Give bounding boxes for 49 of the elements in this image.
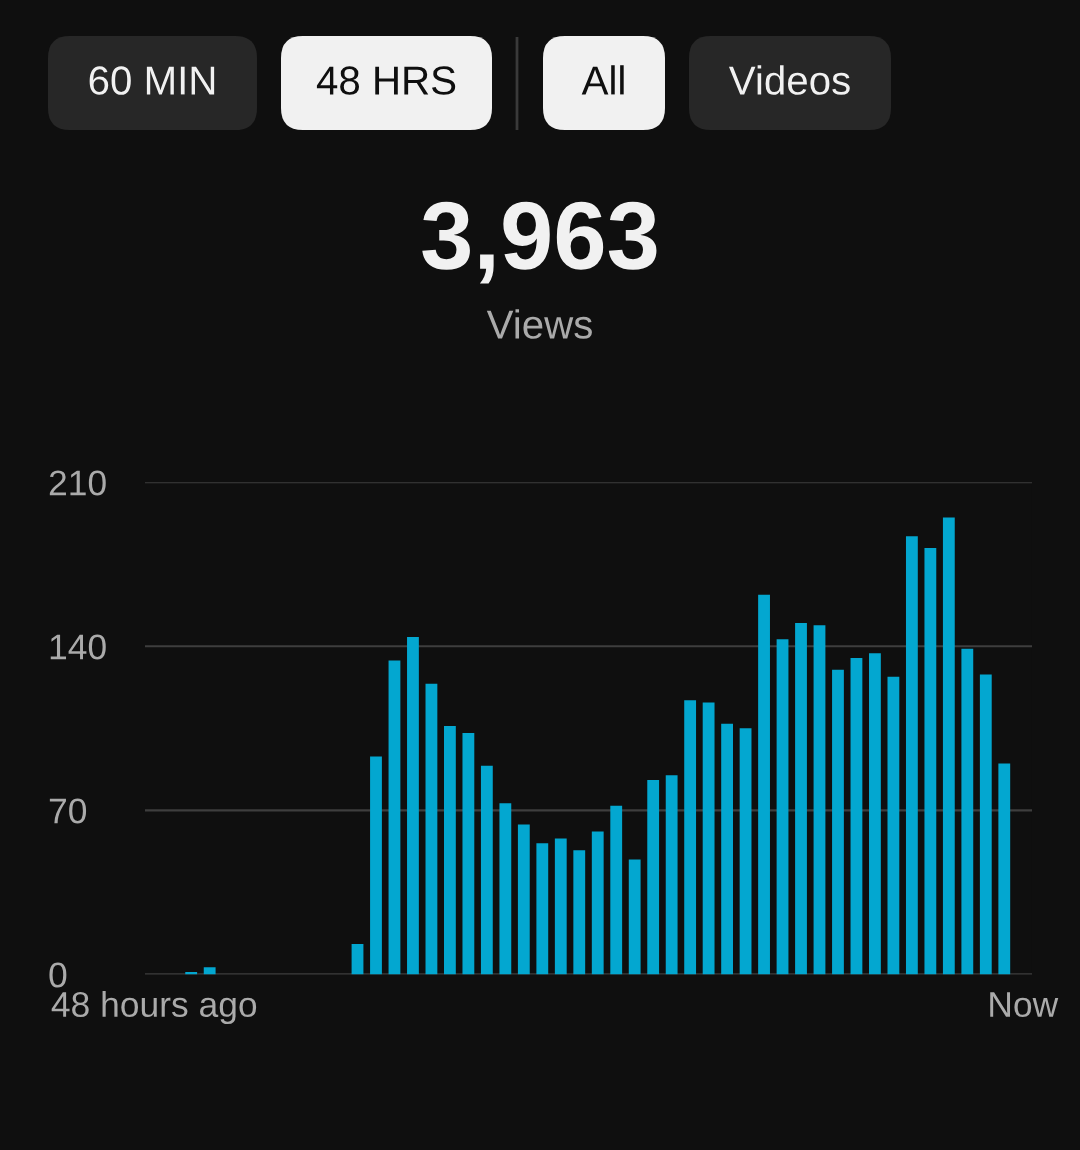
bar (813, 625, 826, 975)
bar (573, 850, 586, 975)
y-tick-label: 140 (50, 634, 106, 660)
bar (203, 967, 216, 975)
bar (425, 683, 438, 975)
bar (480, 765, 493, 975)
bar (351, 943, 364, 975)
x-tick-label: 48 hours ago (51, 991, 257, 1025)
bar (370, 756, 382, 975)
chart-title: 3,963 (422, 201, 657, 284)
bar (869, 653, 881, 975)
y-tick-label: 0 (49, 962, 67, 988)
text: All (581, 65, 624, 95)
bar (979, 674, 992, 975)
bar (665, 775, 678, 975)
bar (942, 517, 955, 975)
bar (776, 639, 789, 975)
bar (721, 723, 734, 975)
bar (887, 676, 900, 975)
text: Videos (728, 65, 850, 95)
bar (499, 803, 512, 975)
bar (536, 843, 549, 975)
bar (850, 658, 863, 975)
bar (702, 702, 715, 975)
bar (832, 669, 844, 975)
y-tick-label: 210 (49, 470, 106, 496)
bar (443, 726, 456, 975)
bar (647, 779, 660, 975)
text: 60 MIN (89, 66, 215, 95)
bar (739, 728, 752, 975)
bar (961, 648, 974, 975)
bar (610, 805, 623, 975)
bar (998, 763, 1011, 975)
bar (905, 536, 918, 975)
bar (591, 831, 604, 975)
bar (684, 700, 697, 975)
text: 48 HRS (316, 66, 456, 95)
bar (462, 733, 475, 975)
y-tick-label: 70 (49, 798, 87, 824)
bar (388, 660, 401, 975)
chart-subtitle: Views (486, 309, 592, 339)
x-tick-label: Now (990, 992, 1059, 1018)
bar (554, 838, 567, 975)
bar (795, 622, 807, 975)
bar (758, 594, 770, 975)
bar (628, 859, 641, 975)
bar (924, 547, 937, 975)
bar (517, 824, 530, 975)
bar (407, 636, 419, 975)
